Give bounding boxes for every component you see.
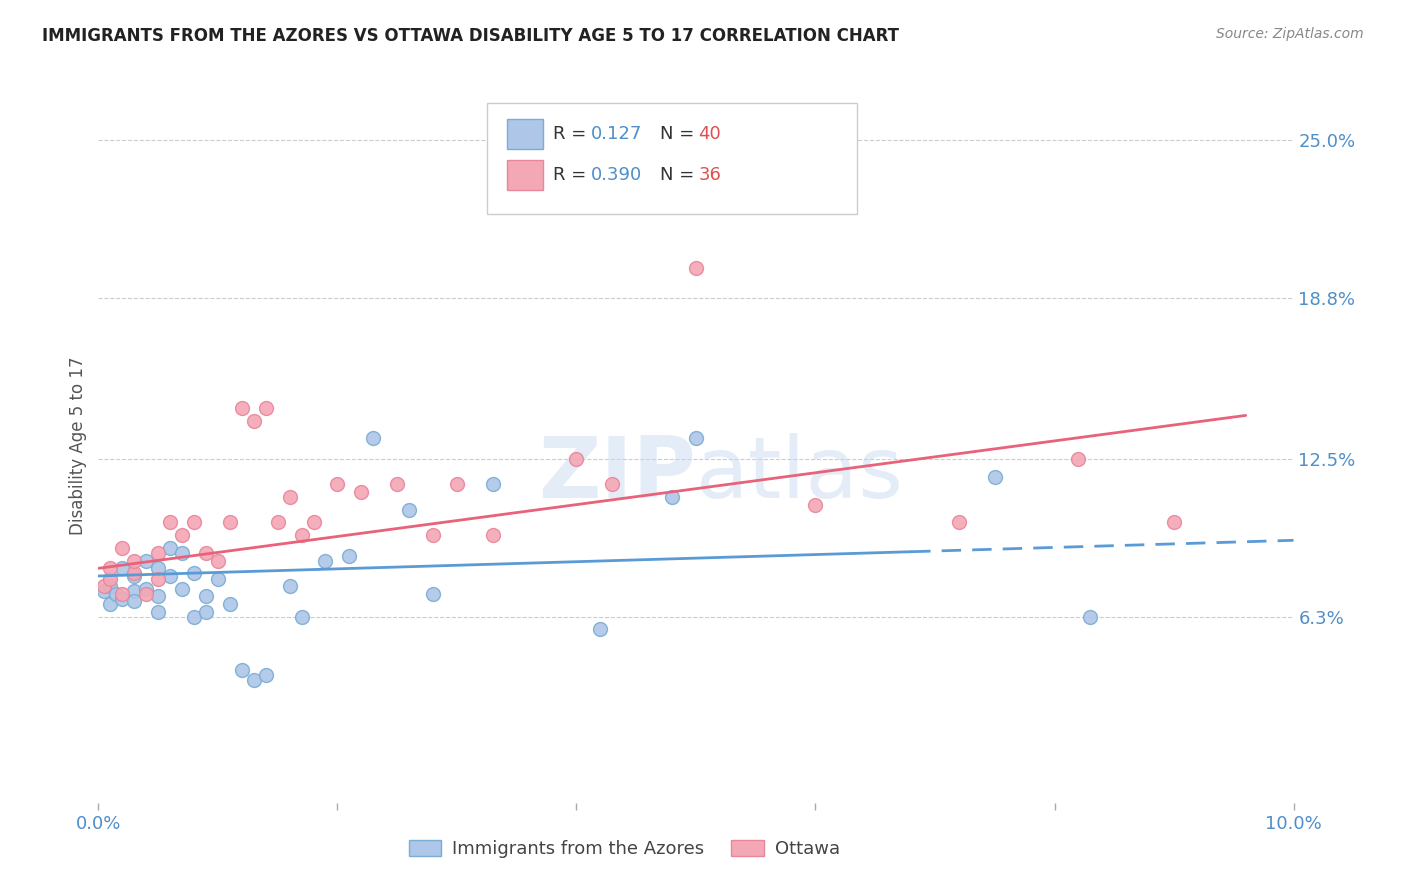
Point bbox=[446, 477, 468, 491]
Point bbox=[363, 431, 385, 445]
Point bbox=[422, 587, 444, 601]
Point bbox=[194, 546, 218, 560]
Point bbox=[398, 502, 420, 516]
Point bbox=[948, 516, 970, 530]
Point bbox=[124, 569, 146, 583]
Point bbox=[183, 609, 205, 624]
Point bbox=[124, 594, 146, 608]
Point bbox=[278, 579, 301, 593]
Point bbox=[385, 477, 409, 491]
Point bbox=[243, 413, 266, 427]
Point bbox=[278, 490, 301, 504]
Point bbox=[135, 587, 157, 601]
Point bbox=[589, 623, 612, 637]
FancyBboxPatch shape bbox=[508, 160, 543, 190]
Point bbox=[339, 549, 360, 563]
Point bbox=[983, 469, 1005, 483]
Point bbox=[254, 401, 277, 415]
Point bbox=[481, 528, 505, 542]
Point bbox=[219, 597, 242, 611]
Legend: Immigrants from the Azores, Ottawa: Immigrants from the Azores, Ottawa bbox=[402, 832, 846, 865]
Point bbox=[111, 541, 134, 555]
Point bbox=[231, 401, 253, 415]
Point bbox=[804, 498, 827, 512]
FancyBboxPatch shape bbox=[486, 103, 858, 214]
Point bbox=[124, 554, 146, 568]
Point bbox=[111, 591, 134, 606]
Point bbox=[98, 579, 122, 593]
Point bbox=[124, 584, 146, 599]
Point bbox=[600, 477, 623, 491]
Point bbox=[267, 516, 290, 530]
Point bbox=[183, 516, 205, 530]
Point bbox=[685, 431, 707, 445]
Point bbox=[93, 579, 115, 593]
Point bbox=[1067, 451, 1090, 466]
Point bbox=[148, 546, 170, 560]
Text: N =: N = bbox=[661, 166, 700, 184]
Point bbox=[135, 554, 157, 568]
Point bbox=[661, 490, 683, 504]
Point bbox=[111, 587, 134, 601]
Point bbox=[219, 516, 242, 530]
Point bbox=[243, 673, 266, 688]
Point bbox=[159, 516, 181, 530]
Text: Source: ZipAtlas.com: Source: ZipAtlas.com bbox=[1216, 27, 1364, 41]
Point bbox=[111, 561, 134, 575]
Text: 36: 36 bbox=[699, 166, 721, 184]
Text: R =: R = bbox=[553, 166, 592, 184]
Point bbox=[148, 561, 170, 575]
Point bbox=[231, 663, 253, 677]
Point bbox=[194, 590, 218, 604]
Point bbox=[172, 582, 194, 596]
Point bbox=[172, 546, 194, 560]
Point bbox=[194, 605, 218, 619]
Point bbox=[159, 569, 181, 583]
Text: 0.127: 0.127 bbox=[591, 125, 643, 143]
Point bbox=[135, 582, 157, 596]
Point bbox=[685, 260, 707, 275]
Point bbox=[105, 587, 128, 601]
Text: N =: N = bbox=[661, 125, 700, 143]
Point bbox=[422, 528, 444, 542]
Point bbox=[172, 528, 194, 542]
Point bbox=[159, 541, 181, 555]
Text: IMMIGRANTS FROM THE AZORES VS OTTAWA DISABILITY AGE 5 TO 17 CORRELATION CHART: IMMIGRANTS FROM THE AZORES VS OTTAWA DIS… bbox=[42, 27, 900, 45]
Point bbox=[1163, 516, 1185, 530]
Point bbox=[98, 572, 122, 586]
Point bbox=[207, 572, 229, 586]
Point bbox=[326, 477, 349, 491]
Point bbox=[290, 609, 312, 624]
Point bbox=[207, 554, 229, 568]
Point bbox=[148, 572, 170, 586]
Text: R =: R = bbox=[553, 125, 592, 143]
Text: ZIP: ZIP bbox=[538, 433, 696, 516]
Point bbox=[1080, 609, 1102, 624]
Y-axis label: Disability Age 5 to 17: Disability Age 5 to 17 bbox=[69, 357, 87, 535]
Point bbox=[254, 668, 277, 682]
Text: atlas: atlas bbox=[696, 433, 904, 516]
Point bbox=[315, 554, 337, 568]
Point bbox=[350, 484, 373, 499]
Point bbox=[565, 451, 588, 466]
Text: 40: 40 bbox=[699, 125, 721, 143]
Point bbox=[290, 528, 312, 542]
Point bbox=[148, 605, 170, 619]
Point bbox=[98, 597, 122, 611]
Point bbox=[148, 590, 170, 604]
FancyBboxPatch shape bbox=[508, 120, 543, 149]
Point bbox=[124, 566, 146, 581]
Point bbox=[302, 516, 325, 530]
Text: 0.390: 0.390 bbox=[591, 166, 643, 184]
Point bbox=[93, 584, 115, 599]
Point bbox=[481, 477, 505, 491]
Point bbox=[183, 566, 205, 581]
Point bbox=[98, 561, 122, 575]
